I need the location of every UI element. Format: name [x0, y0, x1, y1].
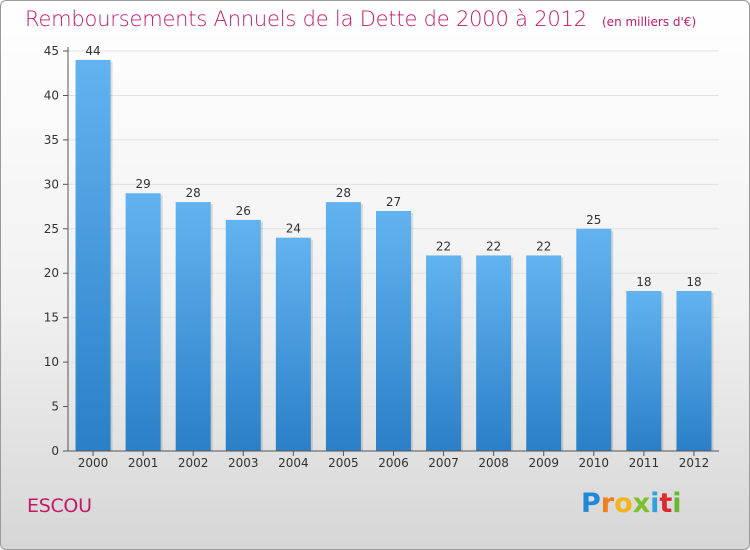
bar	[526, 255, 562, 451]
bar-value-label: 22	[536, 239, 551, 253]
title-unit: (en milliers d'€)	[602, 15, 697, 29]
x-tick-label: 2011	[629, 456, 660, 470]
x-tick-label: 2000	[78, 456, 109, 470]
y-tick-label: 15	[44, 311, 59, 325]
bar	[376, 211, 411, 451]
logo-letter: o	[614, 488, 633, 519]
bar-value-label: 28	[336, 186, 351, 200]
x-tick-label: 2005	[328, 456, 359, 470]
logo-letter: t	[659, 488, 673, 519]
logo-letter: i	[650, 488, 660, 519]
bar-value-label: 29	[135, 177, 150, 191]
x-tick-label: 2003	[228, 456, 259, 470]
logo-letter: P	[581, 488, 601, 519]
commune-name: ESCOU	[27, 495, 92, 517]
x-tick-label: 2001	[128, 456, 159, 470]
y-tick-label: 30	[44, 177, 59, 191]
x-tick-label: 2010	[579, 456, 610, 470]
bar	[325, 202, 361, 451]
x-tick-label: 2004	[278, 456, 309, 470]
y-tick-label: 35	[44, 133, 59, 147]
bar-value-label: 18	[686, 275, 701, 289]
bar-value-label: 18	[636, 275, 651, 289]
y-tick-label: 10	[44, 355, 59, 369]
bar	[676, 291, 712, 451]
logo-letter: i	[672, 488, 682, 519]
title-main: Remboursements Annuels de la Dette de 20…	[25, 7, 587, 31]
x-tick-label: 2009	[528, 456, 559, 470]
bar	[426, 255, 462, 451]
y-tick-label: 5	[51, 400, 59, 414]
bar-value-label: 22	[486, 239, 501, 253]
bar	[125, 193, 161, 451]
x-tick-label: 2007	[428, 456, 459, 470]
x-tick-label: 2012	[679, 456, 710, 470]
logo-letter: x	[632, 488, 651, 519]
bar	[576, 228, 612, 451]
bar-value-label: 27	[386, 195, 401, 209]
y-tick-label: 45	[44, 44, 59, 58]
bar-value-label: 44	[85, 44, 100, 58]
bar-value-label: 22	[436, 239, 451, 253]
bar	[225, 219, 261, 451]
bar	[626, 291, 662, 451]
logo-letter: r	[600, 488, 615, 519]
x-tick-label: 2006	[378, 456, 409, 470]
y-tick-label: 25	[44, 222, 59, 236]
x-tick-label: 2002	[178, 456, 209, 470]
bar-value-label: 25	[586, 213, 601, 227]
bar	[75, 59, 111, 452]
bar-value-label: 26	[236, 204, 251, 218]
bar-value-label: 28	[186, 186, 201, 200]
y-tick-label: 20	[44, 266, 59, 280]
bar	[275, 237, 311, 451]
y-tick-label: 40	[44, 88, 59, 102]
bar	[476, 255, 512, 451]
chart-title: Remboursements Annuels de la Dette de 20…	[25, 7, 696, 31]
x-tick-label: 2008	[478, 456, 509, 470]
bar-value-label: 24	[286, 222, 301, 236]
bar	[175, 202, 211, 451]
proxiti-logo: Proxiti	[581, 488, 682, 519]
y-tick-label: 0	[51, 444, 59, 458]
bar-chart: 44 29 28 26 24 28 27 22 22 22 25 18 18 0 5 10 15 20 25 30 3…	[44, 44, 719, 470]
